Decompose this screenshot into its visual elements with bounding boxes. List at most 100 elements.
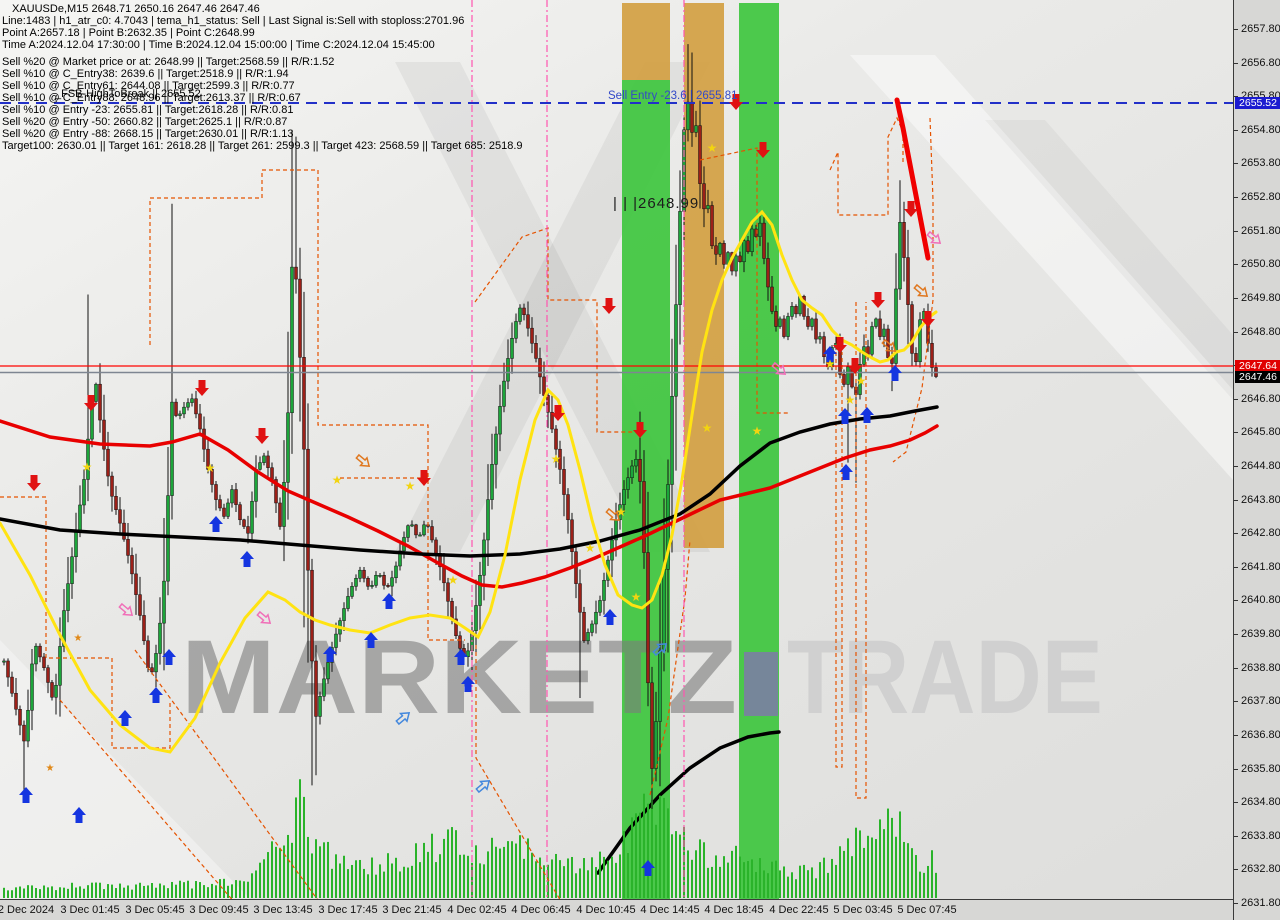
watermark-square bbox=[744, 652, 778, 716]
sell-arrow-icon bbox=[255, 428, 269, 444]
time-tick-label: 3 Dec 09:45 bbox=[189, 904, 249, 916]
sell-arrow-icon bbox=[195, 380, 209, 396]
buy-arrow-icon bbox=[364, 632, 378, 648]
chart-plot-area[interactable]: MARKETZ TRADE ★ ★ ★ ★ ★ ★ ★ ★ ★ ★ ★ ★ ★ ★ ★ ★ ★ XAUUSDe,M1… bbox=[0, 0, 1233, 899]
price-tick-label: 2643.80 bbox=[1241, 493, 1280, 506]
star-marker-icon: ★ bbox=[825, 357, 836, 371]
price-tick bbox=[1234, 869, 1238, 871]
trailing-stop-line bbox=[59, 699, 233, 899]
price-tick-label: 2648.80 bbox=[1241, 325, 1280, 338]
volume-histogram bbox=[3, 779, 937, 898]
buy-arrow-icon bbox=[149, 687, 163, 703]
watermark-ribbon bbox=[0, 640, 250, 899]
price-tick bbox=[1234, 734, 1238, 736]
star-marker-icon: ★ bbox=[405, 479, 416, 493]
trend-line[interactable] bbox=[894, 97, 931, 261]
price-tick bbox=[1234, 566, 1238, 568]
price-badge: 2647.64 bbox=[1235, 360, 1280, 372]
trailing-stop-line bbox=[699, 147, 788, 414]
time-tick-label: 4 Dec 14:45 bbox=[640, 904, 700, 916]
price-tick bbox=[1234, 902, 1238, 904]
star-marker-icon: ★ bbox=[585, 541, 596, 555]
time-tick-label: 4 Dec 10:45 bbox=[576, 904, 636, 916]
buy-arrow-icon bbox=[118, 710, 132, 726]
price-tick bbox=[1234, 398, 1238, 400]
sell-arrow-icon bbox=[633, 422, 647, 438]
sell-arrow-icon bbox=[871, 292, 885, 308]
hollow-arrow-icon bbox=[475, 780, 491, 794]
star-marker-icon: ★ bbox=[707, 141, 718, 155]
price-tick bbox=[1234, 634, 1238, 636]
time-tick-label: 4 Dec 06:45 bbox=[511, 904, 571, 916]
time-tick-label: 3 Dec 17:45 bbox=[318, 904, 378, 916]
star-marker-icon: ★ bbox=[205, 461, 216, 475]
price-tick-label: 2654.80 bbox=[1241, 123, 1280, 136]
time-tick-label: 2 Dec 2024 bbox=[0, 904, 55, 916]
hollow-arrow-icon bbox=[881, 338, 897, 352]
session-band bbox=[622, 3, 670, 80]
price-tick-label: 2636.80 bbox=[1241, 728, 1280, 741]
price-tick bbox=[1234, 129, 1238, 131]
price-tick-label: 2657.80 bbox=[1241, 23, 1280, 35]
price-tick bbox=[1234, 264, 1238, 266]
watermark-ribbon bbox=[850, 55, 1233, 480]
hollow-arrow-icon bbox=[771, 361, 787, 375]
trailing-stop-line bbox=[892, 117, 934, 463]
watermark-ribbon bbox=[985, 120, 1233, 400]
price-tick bbox=[1234, 802, 1238, 804]
price-tick-label: 2644.80 bbox=[1241, 459, 1280, 472]
star-marker-icon: ★ bbox=[752, 424, 763, 438]
buy-arrow-icon bbox=[839, 464, 853, 480]
chart-canvas[interactable]: MARKETZ TRADE★ ★★ ★★★★★★★★★★★★★★ bbox=[0, 0, 1233, 899]
sell-arrow-icon bbox=[833, 337, 847, 353]
buy-arrow-icon bbox=[823, 346, 837, 362]
hollow-arrow-icon bbox=[256, 610, 272, 624]
price-tick-label: 2656.80 bbox=[1241, 56, 1280, 69]
price-tick-label: 2646.80 bbox=[1241, 392, 1280, 405]
buy-arrow-icon bbox=[19, 787, 33, 803]
price-tick bbox=[1234, 533, 1238, 535]
time-tick-label: 3 Dec 21:45 bbox=[382, 904, 442, 916]
price-tick bbox=[1234, 297, 1238, 299]
price-badge: 2647.46 bbox=[1235, 371, 1280, 383]
price-tick bbox=[1234, 465, 1238, 467]
time-tick-label: 4 Dec 18:45 bbox=[704, 904, 764, 916]
buy-arrow-icon bbox=[461, 676, 475, 692]
price-tick-label: 2635.80 bbox=[1241, 762, 1280, 775]
price-tick-label: 2650.80 bbox=[1241, 258, 1280, 271]
price-tick-label: 2651.80 bbox=[1241, 224, 1280, 237]
star-marker-icon: ★ bbox=[702, 421, 713, 435]
sell-arrow-icon bbox=[27, 475, 41, 491]
star-marker-icon: ★ bbox=[551, 452, 562, 466]
price-tick-label: 2649.80 bbox=[1241, 291, 1280, 304]
price-badge: 2655.52 bbox=[1235, 97, 1280, 109]
trailing-stop-line bbox=[134, 649, 318, 899]
price-tick bbox=[1234, 230, 1238, 232]
buy-arrow-icon bbox=[240, 551, 254, 567]
hollow-arrow-icon bbox=[395, 712, 411, 726]
hollow-arrow-icon bbox=[926, 230, 942, 244]
time-axis[interactable]: 2 Dec 2024 3 Dec 01:45 3 Dec 05:45 3 Dec 09… bbox=[0, 899, 1233, 920]
trailing-stop-line bbox=[0, 496, 171, 749]
price-tick-label: 2633.80 bbox=[1241, 829, 1280, 842]
sell-arrow-icon bbox=[551, 405, 565, 421]
trailing-stop-line bbox=[475, 645, 561, 899]
star-marker-icon: ★ bbox=[74, 633, 83, 644]
star-marker-icon: ★ bbox=[845, 393, 856, 407]
price-tick bbox=[1234, 29, 1238, 30]
star-marker-icon: ★ bbox=[448, 573, 459, 587]
trailing-stop-line bbox=[149, 169, 465, 641]
time-tick-label: 4 Dec 02:45 bbox=[447, 904, 507, 916]
price-axis[interactable]: 2657.802656.802655.802654.802653.802652.… bbox=[1233, 0, 1280, 920]
trailing-stop-line bbox=[474, 227, 645, 433]
sell-arrow-icon bbox=[417, 470, 431, 486]
watermark-word-right: TRADE bbox=[787, 619, 1103, 736]
buy-arrow-icon bbox=[209, 516, 223, 532]
price-tick bbox=[1234, 197, 1238, 199]
star-marker-icon: ★ bbox=[856, 374, 867, 388]
price-tick-label: 2631.80 bbox=[1241, 896, 1280, 909]
session-band bbox=[622, 80, 670, 899]
price-tick-label: 2639.80 bbox=[1241, 628, 1280, 641]
session-band bbox=[684, 3, 724, 548]
